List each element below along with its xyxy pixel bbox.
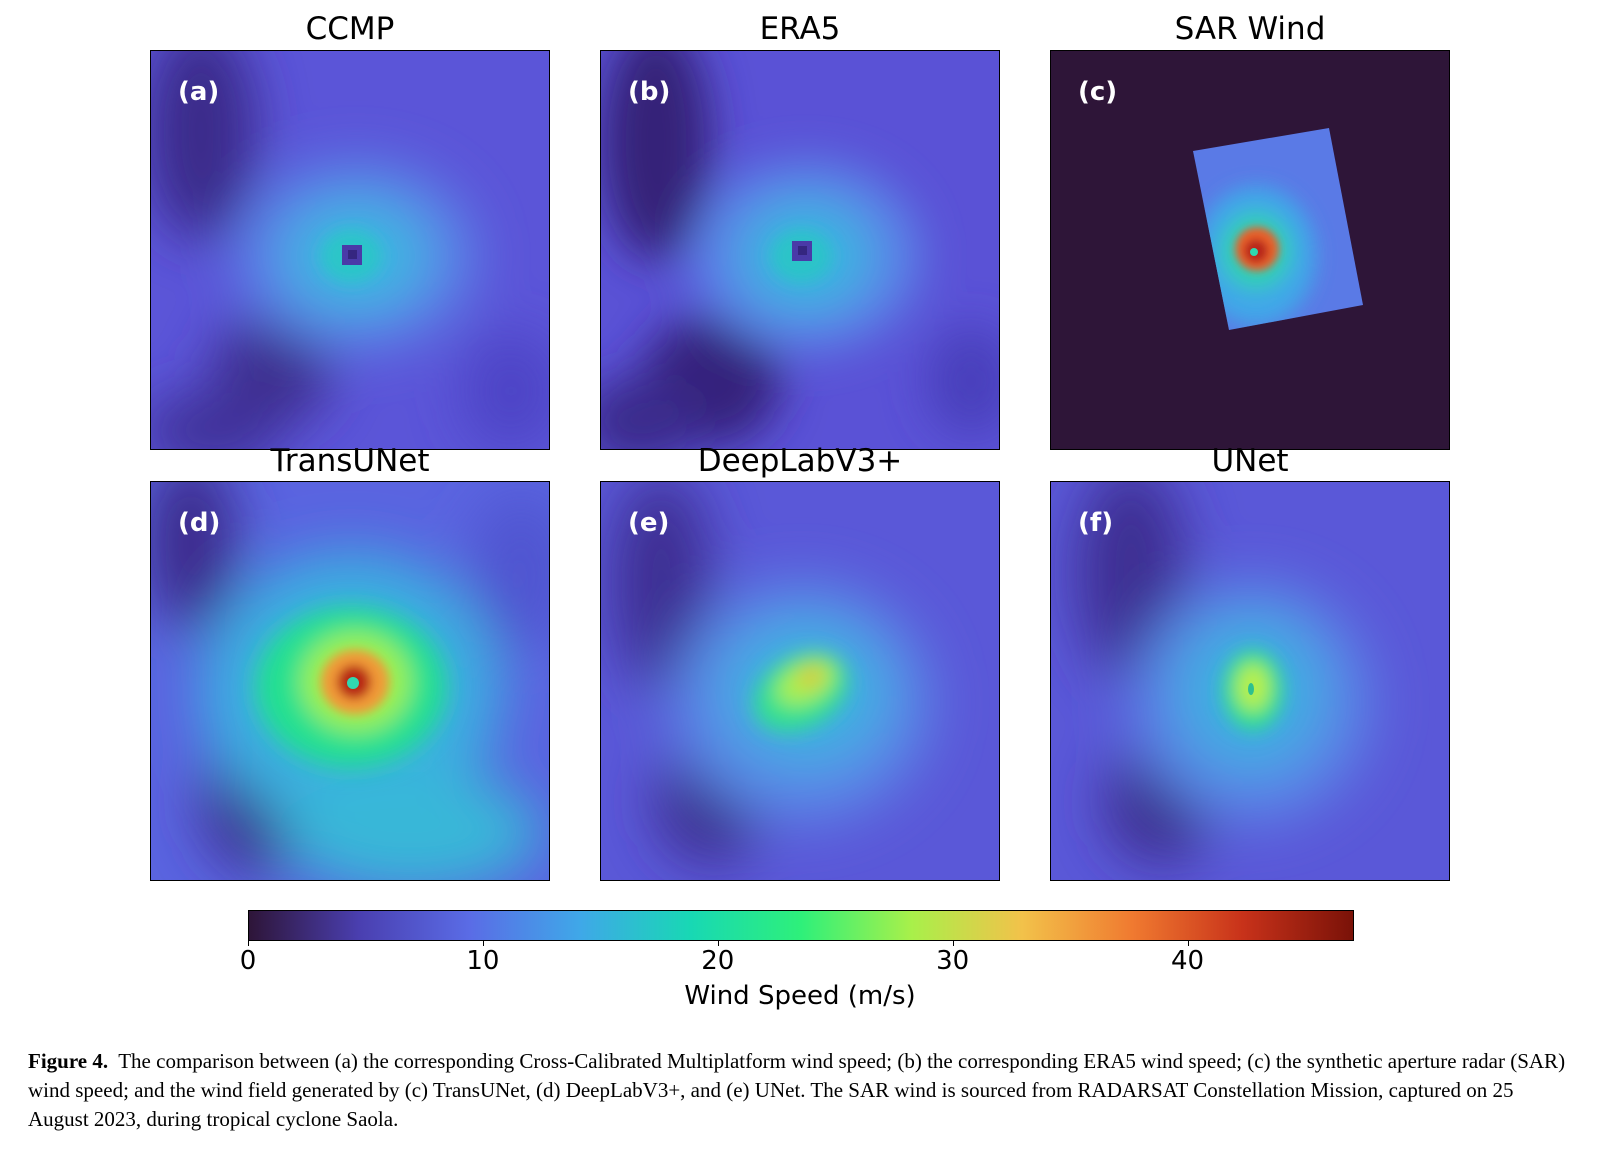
panel-letter-e: (e)	[628, 508, 670, 538]
panel-ccmp: (a)	[150, 50, 550, 450]
panel-deeplab: (e)	[600, 481, 1000, 881]
colorbar-label: Wind Speed (m/s)	[684, 981, 916, 1011]
colorbar-tick-label: 30	[936, 946, 970, 976]
panel-letter-a: (a)	[178, 77, 220, 107]
wind-field-deeplab	[601, 482, 999, 880]
panel-unet: (f)	[1050, 481, 1450, 881]
panel-title-ccmp: CCMP	[305, 11, 395, 47]
colorbar-tickmark	[952, 940, 954, 946]
panel-transunet: (d)	[150, 481, 550, 881]
panel-era5: (b)	[600, 50, 1000, 450]
panel-letter-b: (b)	[628, 77, 671, 107]
colorbar-tick-label: 10	[466, 946, 500, 976]
caption-label: Figure 4.	[28, 1049, 109, 1073]
panel-title-deeplab: DeepLabV3+	[697, 443, 903, 479]
colorbar-tickmark	[482, 940, 484, 946]
colorbar-tick-label: 20	[701, 946, 735, 976]
colorbar-tickmark	[248, 940, 249, 946]
colorbar-tick-label: 0	[239, 946, 257, 976]
colorbar-tickmark	[1187, 940, 1189, 946]
wind-field-ccmp	[151, 51, 549, 449]
colorbar-tick-label: 40	[1171, 946, 1205, 976]
colorbar-tickmark	[717, 940, 719, 946]
caption-text: The comparison between (a) the correspon…	[28, 1049, 1566, 1131]
panel-title-sar: SAR Wind	[1174, 11, 1326, 47]
figure-caption: Figure 4. The comparison between (a) the…	[28, 1047, 1568, 1134]
panel-title-unet: UNet	[1211, 443, 1289, 479]
colorbar	[248, 910, 1354, 941]
panel-sar: (c)	[1050, 50, 1450, 450]
wind-field-unet	[1051, 482, 1449, 880]
panel-letter-d: (d)	[178, 508, 221, 538]
panel-title-transunet: TransUNet	[270, 443, 430, 479]
panel-title-era5: ERA5	[759, 11, 841, 47]
wind-field-era5	[601, 51, 999, 449]
wind-field-transunet	[151, 482, 549, 880]
wind-field-sar	[1051, 51, 1449, 449]
panel-letter-c: (c)	[1078, 77, 1118, 107]
panel-letter-f: (f)	[1078, 508, 1114, 538]
